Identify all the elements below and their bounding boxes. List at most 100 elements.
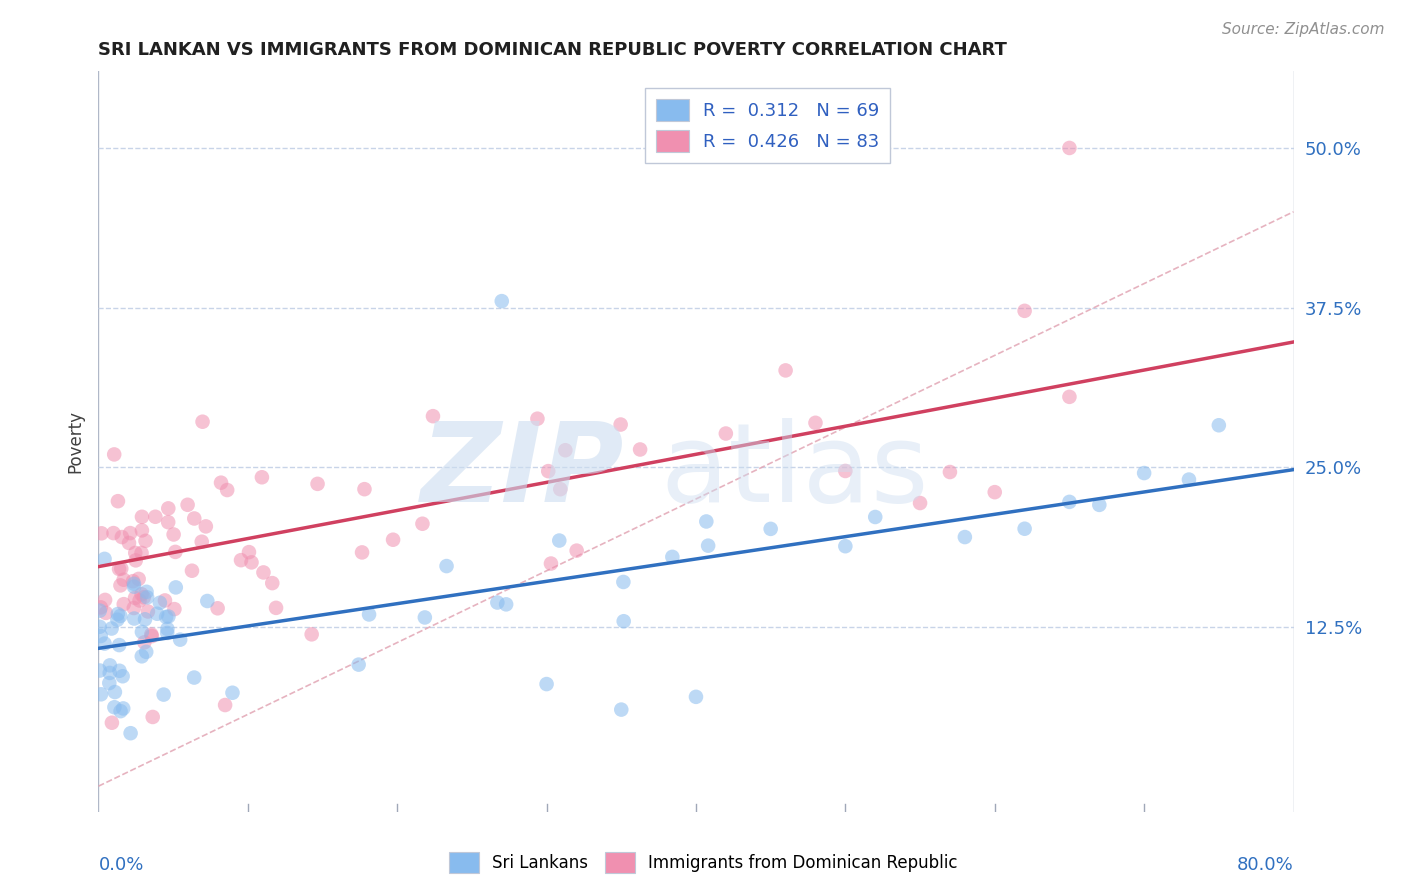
Point bbox=[195, 594, 218, 608]
Point bbox=[89, 604, 111, 618]
Point bbox=[252, 566, 274, 580]
Point bbox=[136, 591, 159, 605]
Point bbox=[112, 701, 135, 715]
Point bbox=[112, 597, 135, 611]
Y-axis label: Poverty: Poverty bbox=[66, 410, 84, 473]
Point bbox=[353, 482, 375, 496]
Point bbox=[94, 593, 117, 607]
Point bbox=[108, 562, 131, 576]
Point bbox=[128, 593, 150, 607]
Point bbox=[540, 557, 562, 571]
Point bbox=[152, 688, 174, 702]
Point bbox=[221, 686, 243, 700]
Point bbox=[865, 510, 887, 524]
Text: SRI LANKAN VS IMMIGRANTS FROM DOMINICAN REPUBLIC POVERTY CORRELATION CHART: SRI LANKAN VS IMMIGRANTS FROM DOMINICAN … bbox=[98, 41, 1007, 59]
Point bbox=[90, 687, 112, 701]
Point bbox=[194, 519, 217, 533]
Point bbox=[181, 564, 204, 578]
Point bbox=[207, 601, 229, 615]
Point bbox=[495, 598, 517, 612]
Point bbox=[554, 443, 576, 458]
Point bbox=[110, 609, 132, 624]
Point bbox=[111, 669, 134, 683]
Point bbox=[352, 545, 374, 559]
Point bbox=[183, 671, 205, 685]
Point bbox=[1133, 466, 1156, 480]
Point bbox=[1014, 303, 1036, 318]
Point bbox=[107, 494, 129, 508]
Point bbox=[98, 665, 121, 680]
Point bbox=[1014, 522, 1036, 536]
Point bbox=[301, 627, 323, 641]
Point bbox=[110, 578, 132, 592]
Point bbox=[165, 581, 187, 595]
Point bbox=[100, 622, 122, 636]
Text: atlas: atlas bbox=[661, 417, 928, 524]
Point bbox=[110, 704, 132, 718]
Point bbox=[526, 411, 548, 425]
Point bbox=[132, 591, 155, 605]
Point bbox=[612, 574, 634, 589]
Point bbox=[136, 605, 159, 619]
Text: Source: ZipAtlas.com: Source: ZipAtlas.com bbox=[1222, 22, 1385, 37]
Point bbox=[135, 584, 157, 599]
Point bbox=[101, 715, 124, 730]
Point bbox=[217, 483, 239, 497]
Point bbox=[141, 627, 163, 641]
Point bbox=[548, 533, 571, 548]
Text: 80.0%: 80.0% bbox=[1237, 856, 1294, 874]
Point bbox=[214, 698, 236, 712]
Point bbox=[695, 515, 717, 529]
Point bbox=[157, 609, 180, 624]
Point bbox=[103, 447, 125, 461]
Point bbox=[436, 559, 458, 574]
Point bbox=[183, 511, 205, 525]
Point bbox=[176, 498, 198, 512]
Point bbox=[1059, 390, 1081, 404]
Point bbox=[685, 690, 707, 704]
Point bbox=[93, 552, 115, 566]
Point bbox=[104, 685, 127, 699]
Point bbox=[834, 539, 856, 553]
Point bbox=[775, 363, 797, 377]
Point bbox=[90, 526, 112, 541]
Point bbox=[157, 501, 180, 516]
Point bbox=[307, 476, 329, 491]
Point bbox=[108, 638, 131, 652]
Legend: Sri Lankans, Immigrants from Dominican Republic: Sri Lankans, Immigrants from Dominican R… bbox=[441, 846, 965, 880]
Point bbox=[131, 649, 153, 664]
Point bbox=[190, 534, 212, 549]
Point bbox=[156, 622, 179, 636]
Point bbox=[413, 610, 436, 624]
Point bbox=[834, 464, 856, 478]
Point bbox=[548, 482, 571, 496]
Point bbox=[1088, 498, 1111, 512]
Point bbox=[141, 629, 163, 643]
Point bbox=[953, 530, 976, 544]
Point bbox=[347, 657, 370, 672]
Point bbox=[122, 611, 145, 625]
Point bbox=[262, 576, 284, 591]
Point bbox=[240, 555, 263, 569]
Point bbox=[89, 620, 111, 634]
Point bbox=[131, 509, 153, 524]
Point bbox=[1059, 141, 1081, 155]
Legend: R =  0.312   N = 69, R =  0.426   N = 83: R = 0.312 N = 69, R = 0.426 N = 83 bbox=[645, 87, 890, 162]
Point bbox=[250, 470, 273, 484]
Point bbox=[984, 485, 1007, 500]
Point bbox=[157, 515, 180, 529]
Point bbox=[128, 572, 150, 586]
Point bbox=[536, 677, 558, 691]
Point bbox=[131, 624, 153, 639]
Point bbox=[162, 527, 184, 541]
Point bbox=[565, 543, 588, 558]
Point bbox=[209, 475, 232, 490]
Point bbox=[609, 417, 631, 432]
Point bbox=[124, 591, 146, 605]
Point bbox=[143, 509, 166, 524]
Point bbox=[94, 606, 117, 620]
Point bbox=[163, 602, 186, 616]
Point bbox=[697, 539, 720, 553]
Point bbox=[103, 700, 125, 714]
Point bbox=[131, 524, 153, 538]
